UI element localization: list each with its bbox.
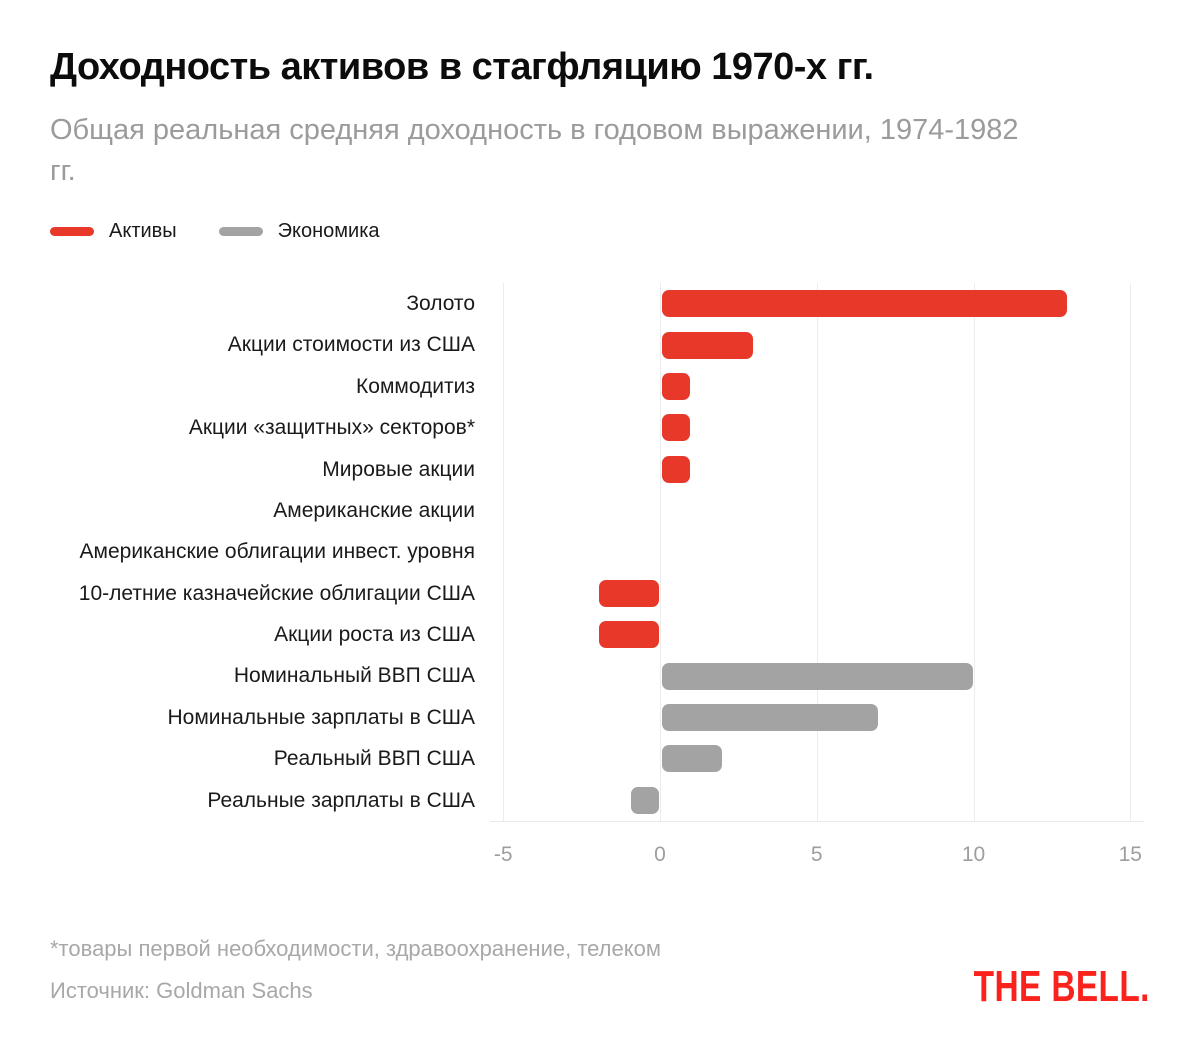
category-label: Реальные зарплаты в США: [207, 788, 475, 812]
bar-asset: [662, 414, 691, 442]
category-label: Коммодитиз: [356, 374, 475, 398]
legend-swatch-icon: [50, 227, 94, 236]
x-gridline: [503, 283, 505, 821]
the-bell-logo: THE BELL.: [973, 962, 1150, 1011]
x-axis-tick-label: 10: [961, 843, 986, 866]
legend-label: Активы: [109, 220, 177, 242]
bar-asset: [662, 455, 691, 483]
legend-swatch-icon: [218, 227, 263, 236]
bar-asset: [599, 621, 659, 649]
chart-legend: Активы Экономика: [50, 220, 380, 243]
category-label: Мировые акции: [322, 457, 475, 481]
x-gridline: [1130, 283, 1132, 821]
chart-source: Источник: Goldman Sachs: [50, 978, 313, 1003]
bar-economy: [662, 662, 973, 690]
legend-item: Активы: [50, 220, 177, 243]
chart-title: Доходность активов в стагфляцию 1970-х г…: [50, 46, 874, 88]
x-axis-baseline: [490, 821, 1144, 822]
bar-chart: -5 0 5 10 15 Золото Акции стоимости из США Комм…: [78, 283, 1144, 866]
category-label: Акции «защитных» секторов*: [188, 416, 475, 440]
legend-item: Экономика: [218, 220, 380, 243]
legend-label: Экономика: [277, 220, 380, 242]
bar-economy: [662, 704, 879, 732]
chart-subtitle: Общая реальная средняя доходность в годо…: [50, 114, 1019, 187]
category-label: Американские акции: [273, 498, 475, 522]
x-gridline: [973, 283, 975, 821]
x-gridline: [660, 283, 661, 821]
x-axis-tick-label: 15: [1118, 843, 1142, 866]
bar-asset: [662, 331, 754, 359]
x-axis-tick-label: 0: [654, 843, 666, 866]
bar-economy: [662, 745, 722, 773]
category-label: Номинальные зарплаты в США: [167, 705, 475, 729]
bar-economy: [630, 786, 659, 814]
category-label: Золото: [406, 292, 475, 315]
x-axis-tick-label: -5: [493, 843, 513, 866]
bar-asset: [662, 290, 1067, 318]
bar-asset: [662, 372, 691, 400]
x-gridline: [816, 283, 818, 821]
category-label: Номинальный ВВП США: [233, 664, 475, 688]
category-label: Американские облигации инвест. уровня: [79, 540, 475, 564]
bar-asset: [599, 579, 659, 607]
x-axis-tick-label: 5: [810, 843, 823, 866]
category-label: Реальный ВВП США: [273, 747, 475, 771]
chart-footnote: *товары первой необходимости, здравоохра…: [50, 936, 661, 961]
category-label: Акции роста из США: [274, 623, 475, 647]
category-label: Акции стоимости из США: [227, 333, 475, 357]
category-label: 10-летние казначейские облигации США: [78, 581, 475, 605]
